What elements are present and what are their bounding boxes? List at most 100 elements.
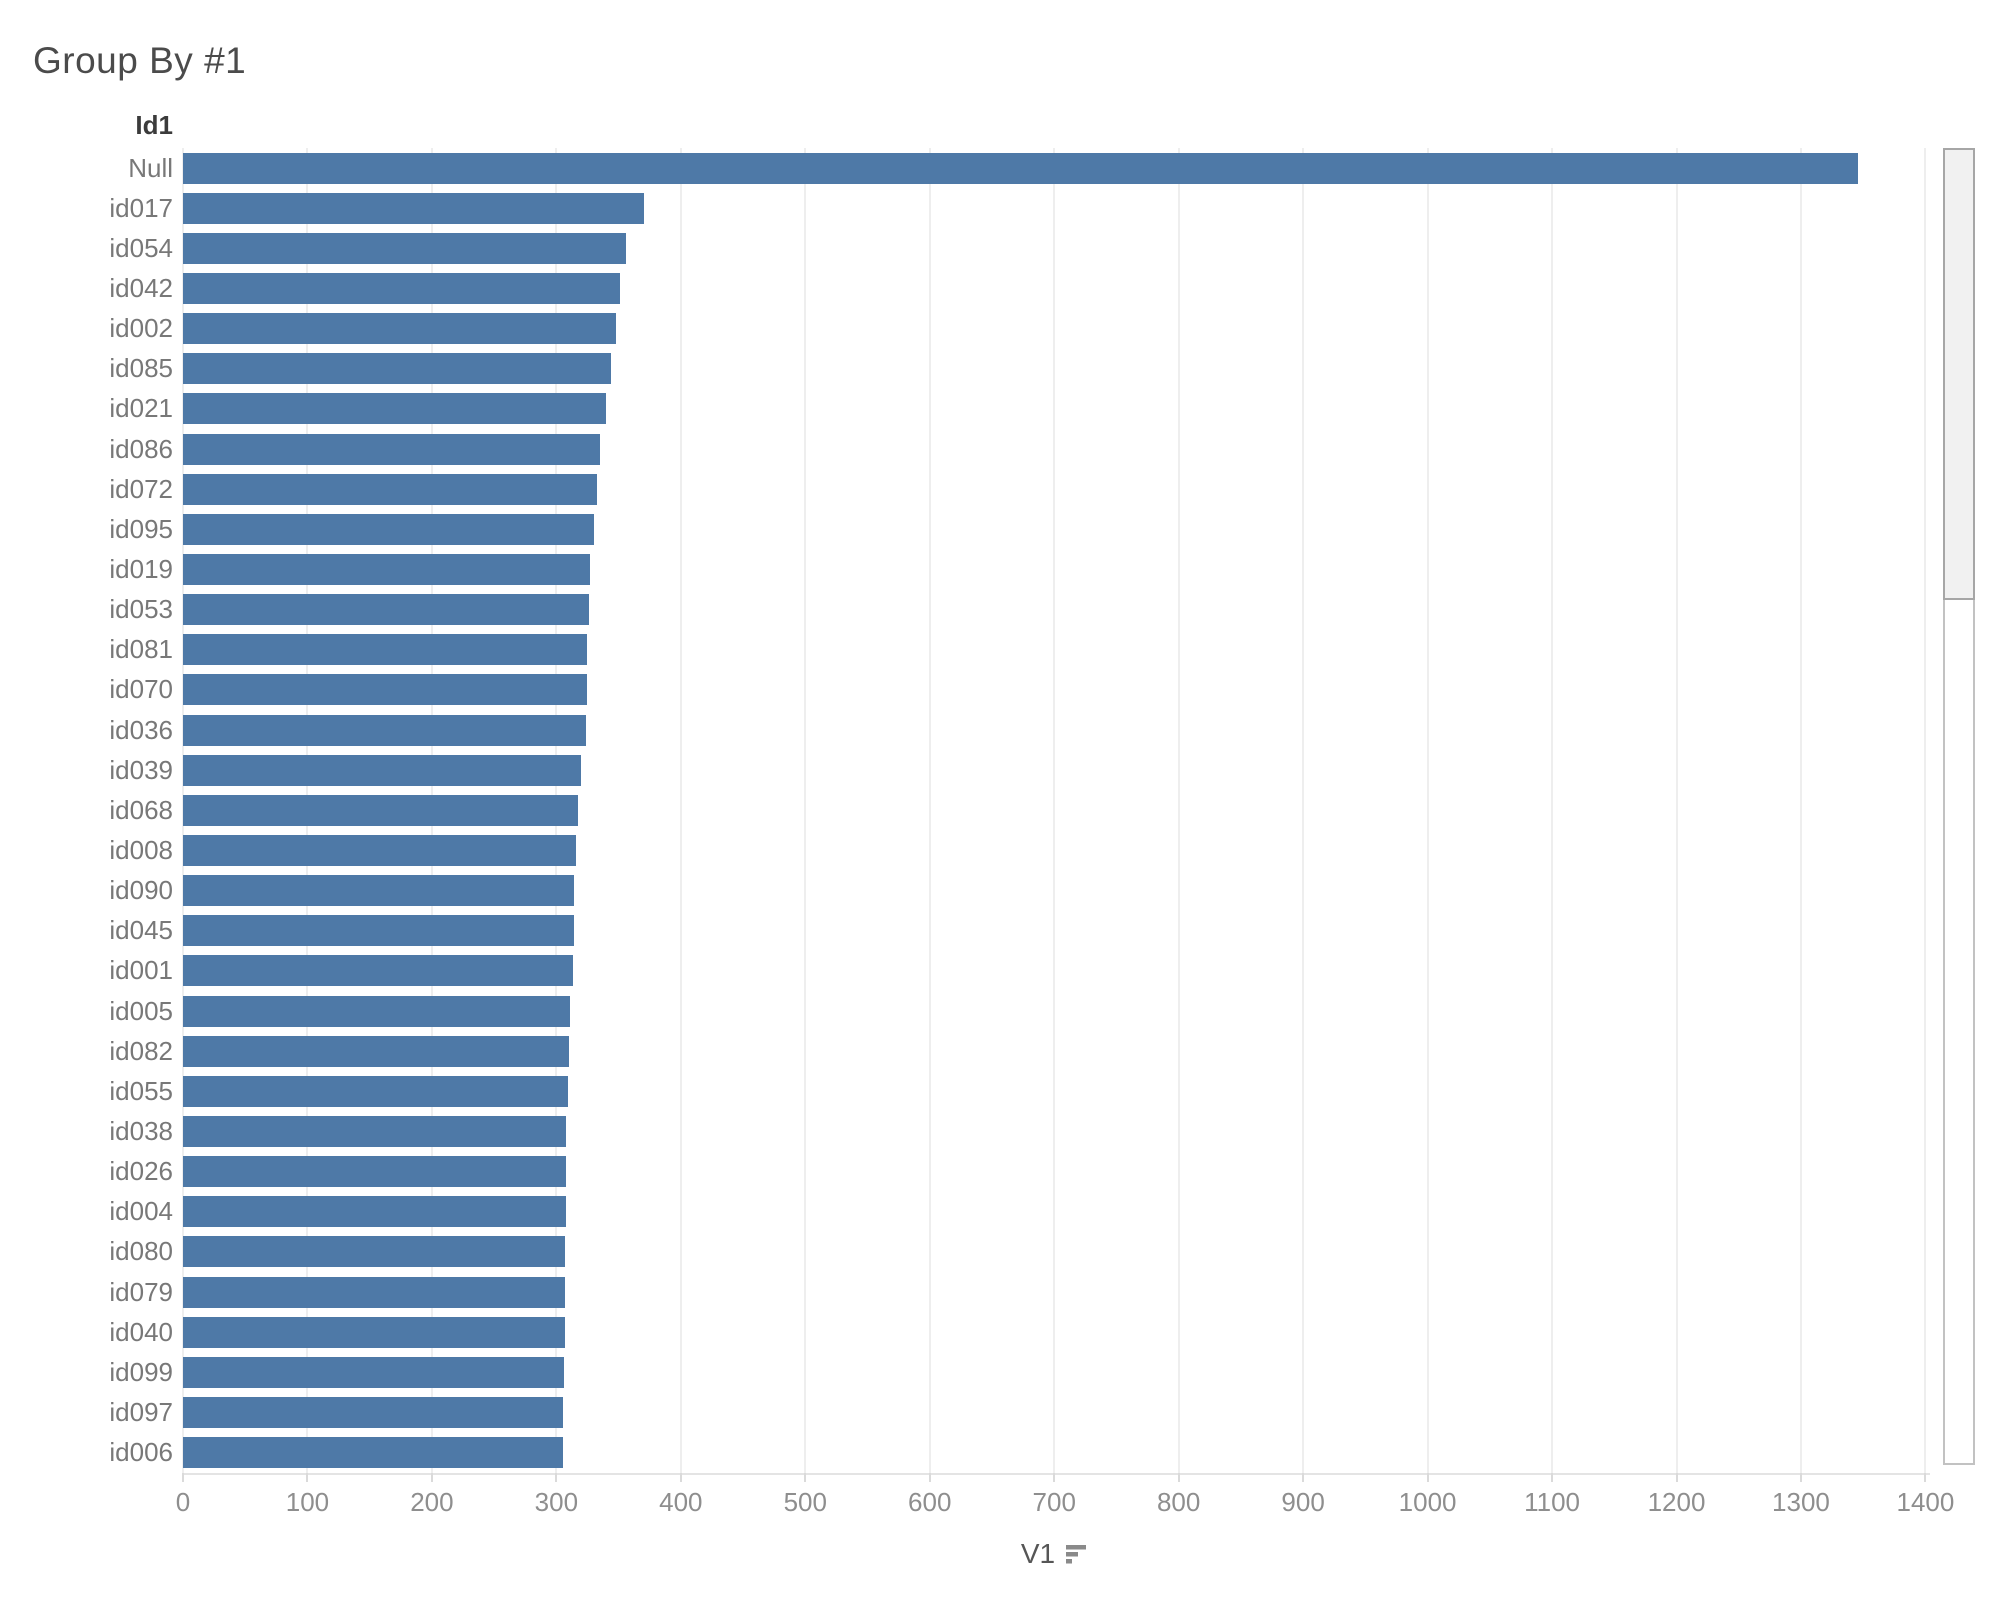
bar[interactable] (183, 634, 588, 666)
bar[interactable] (183, 553, 590, 585)
bar[interactable] (183, 834, 577, 866)
category-label: id038 (109, 1115, 173, 1146)
category-label: id080 (109, 1236, 173, 1267)
bar[interactable] (183, 1276, 566, 1308)
bar-row: id086 (0, 429, 1976, 469)
category-label: id086 (109, 433, 173, 464)
category-label: Null (128, 152, 173, 183)
x-tick-label: 100 (285, 1487, 330, 1517)
x-tick-label: 300 (534, 1487, 579, 1517)
chart-title: Group By #1 (33, 40, 247, 81)
bar[interactable] (183, 875, 574, 907)
x-tick-mark (430, 1473, 433, 1482)
bar[interactable] (183, 1236, 566, 1268)
category-label: id019 (109, 553, 173, 584)
vertical-scrollbar-thumb[interactable] (1943, 148, 1975, 600)
bar-row: id055 (0, 1071, 1976, 1111)
gridline (1551, 148, 1554, 1473)
bar-row: id004 (0, 1192, 1976, 1232)
category-label: id036 (109, 714, 173, 745)
bar[interactable] (183, 1396, 563, 1428)
gridline (679, 148, 682, 1473)
bar[interactable] (183, 955, 573, 987)
x-tick-label: 1200 (1647, 1487, 1706, 1517)
bar[interactable] (183, 473, 598, 505)
bar-row: id039 (0, 750, 1976, 790)
bar-row: id026 (0, 1152, 1976, 1192)
bar-row: id054 (0, 228, 1976, 268)
x-axis-line (183, 1473, 1930, 1475)
bar[interactable] (183, 152, 1859, 184)
x-tick-label: 700 (1032, 1487, 1076, 1517)
category-label: id040 (109, 1316, 173, 1347)
gridline (1426, 148, 1429, 1473)
bar[interactable] (183, 754, 582, 786)
bar-row: id099 (0, 1352, 1976, 1392)
x-tick-label: 1100 (1524, 1487, 1581, 1517)
bar[interactable] (183, 1437, 563, 1469)
category-label: id053 (109, 594, 173, 625)
x-tick-mark (1675, 1473, 1678, 1482)
x-tick-mark (928, 1473, 931, 1482)
x-tick-mark (1799, 1473, 1802, 1482)
bar-row: id002 (0, 309, 1976, 349)
bar[interactable] (183, 674, 588, 706)
bar-row: id019 (0, 549, 1976, 589)
gridline (1302, 148, 1305, 1473)
bar[interactable] (183, 1356, 564, 1388)
category-label: id082 (109, 1035, 173, 1066)
category-label: id095 (109, 513, 173, 544)
x-tick-label: 600 (908, 1487, 952, 1517)
bar[interactable] (183, 1115, 567, 1147)
x-tick-mark (679, 1473, 682, 1482)
x-tick-mark (306, 1473, 309, 1482)
category-label: id017 (109, 192, 173, 223)
x-tick-label: 1000 (1398, 1487, 1457, 1517)
bar-row: id053 (0, 590, 1976, 630)
gridline (1053, 148, 1056, 1473)
bar-row: id085 (0, 349, 1976, 389)
category-label: id021 (109, 393, 173, 424)
bar[interactable] (183, 915, 574, 947)
x-tick-label: 1300 (1772, 1487, 1830, 1517)
x-tick-mark (182, 1473, 184, 1482)
bar[interactable] (183, 1156, 567, 1188)
category-label: id070 (109, 674, 173, 705)
gridline (928, 148, 931, 1473)
bar-row: id068 (0, 790, 1976, 830)
sort-descending-icon[interactable] (1066, 1542, 1092, 1566)
gridline (804, 148, 807, 1473)
bar[interactable] (183, 513, 594, 545)
category-label: id097 (109, 1396, 173, 1427)
bar[interactable] (183, 1316, 566, 1348)
bar[interactable] (183, 272, 620, 304)
bar[interactable] (183, 192, 644, 224)
category-label: id039 (109, 754, 173, 785)
bar[interactable] (183, 393, 607, 425)
bar[interactable] (183, 232, 627, 264)
bar-row: id001 (0, 951, 1976, 991)
x-tick-label: 0 (175, 1487, 191, 1517)
bar[interactable] (183, 714, 587, 746)
x-axis-title-label: V1 (1020, 1538, 1056, 1569)
bar[interactable] (183, 594, 589, 626)
bar[interactable] (183, 995, 571, 1027)
bar-row: Null (0, 148, 1976, 188)
bar[interactable] (183, 353, 612, 385)
bar[interactable] (183, 1075, 568, 1107)
bar[interactable] (183, 313, 617, 345)
x-tick-mark (1053, 1473, 1056, 1482)
bar[interactable] (183, 1196, 567, 1228)
category-label: id081 (109, 634, 173, 665)
bar[interactable] (183, 433, 600, 465)
bar[interactable] (183, 794, 578, 826)
bar-row: id008 (0, 830, 1976, 870)
x-tick-mark (1302, 1473, 1305, 1482)
gridline (1177, 148, 1180, 1473)
category-label: id042 (109, 272, 173, 303)
bar[interactable] (183, 1035, 569, 1067)
x-tick-mark (1924, 1473, 1927, 1482)
y-axis-header: Id1 (135, 110, 173, 140)
category-label: id001 (109, 955, 173, 986)
category-label: id079 (109, 1276, 173, 1307)
